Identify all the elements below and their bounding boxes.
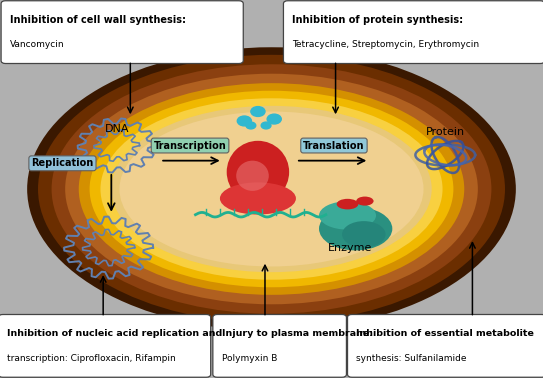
- Text: Transcription: Transcription: [154, 141, 226, 150]
- Text: Enzyme: Enzyme: [328, 243, 372, 253]
- Ellipse shape: [236, 161, 269, 191]
- Text: Inhibition of protein synthesis:: Inhibition of protein synthesis:: [292, 15, 463, 25]
- Ellipse shape: [119, 112, 424, 266]
- Ellipse shape: [220, 183, 296, 215]
- Text: Polymyxin B: Polymyxin B: [222, 354, 277, 363]
- Text: Translation: Translation: [303, 141, 365, 150]
- Text: Tetracycline, Streptomycin, Erythromycin: Tetracycline, Streptomycin, Erythromycin: [292, 40, 479, 49]
- Circle shape: [267, 114, 281, 124]
- Ellipse shape: [38, 55, 505, 323]
- Ellipse shape: [27, 47, 516, 331]
- Text: Inhibition of essential metabolite: Inhibition of essential metabolite: [356, 329, 534, 338]
- Ellipse shape: [337, 199, 358, 209]
- Ellipse shape: [356, 197, 374, 206]
- Circle shape: [246, 122, 256, 129]
- Text: Vancomycin: Vancomycin: [10, 40, 65, 49]
- FancyBboxPatch shape: [283, 1, 543, 64]
- Ellipse shape: [227, 141, 289, 203]
- Ellipse shape: [90, 91, 453, 287]
- Text: Inhibition of cell wall synthesis:: Inhibition of cell wall synthesis:: [10, 15, 186, 25]
- Text: Replication: Replication: [31, 158, 93, 168]
- Ellipse shape: [100, 98, 443, 280]
- Circle shape: [237, 116, 251, 126]
- Ellipse shape: [52, 64, 491, 314]
- Text: synthesis: Sulfanilamide: synthesis: Sulfanilamide: [356, 354, 466, 363]
- Ellipse shape: [65, 74, 478, 304]
- FancyBboxPatch shape: [348, 314, 543, 377]
- FancyBboxPatch shape: [1, 1, 243, 64]
- Ellipse shape: [342, 221, 386, 248]
- Text: Protein: Protein: [426, 127, 465, 137]
- Text: transcription: Ciprofloxacin, Rifampin: transcription: Ciprofloxacin, Rifampin: [7, 354, 176, 363]
- Circle shape: [261, 122, 271, 129]
- Ellipse shape: [111, 106, 432, 272]
- Ellipse shape: [79, 83, 464, 295]
- Ellipse shape: [319, 207, 393, 251]
- FancyBboxPatch shape: [213, 314, 346, 377]
- Text: Injury to plasma membrane:: Injury to plasma membrane:: [222, 329, 372, 338]
- Circle shape: [251, 107, 265, 116]
- Text: DNA: DNA: [104, 124, 129, 133]
- Text: Inhibition of nucleic acid replication and: Inhibition of nucleic acid replication a…: [7, 329, 222, 338]
- FancyBboxPatch shape: [0, 314, 211, 377]
- Ellipse shape: [319, 201, 376, 230]
